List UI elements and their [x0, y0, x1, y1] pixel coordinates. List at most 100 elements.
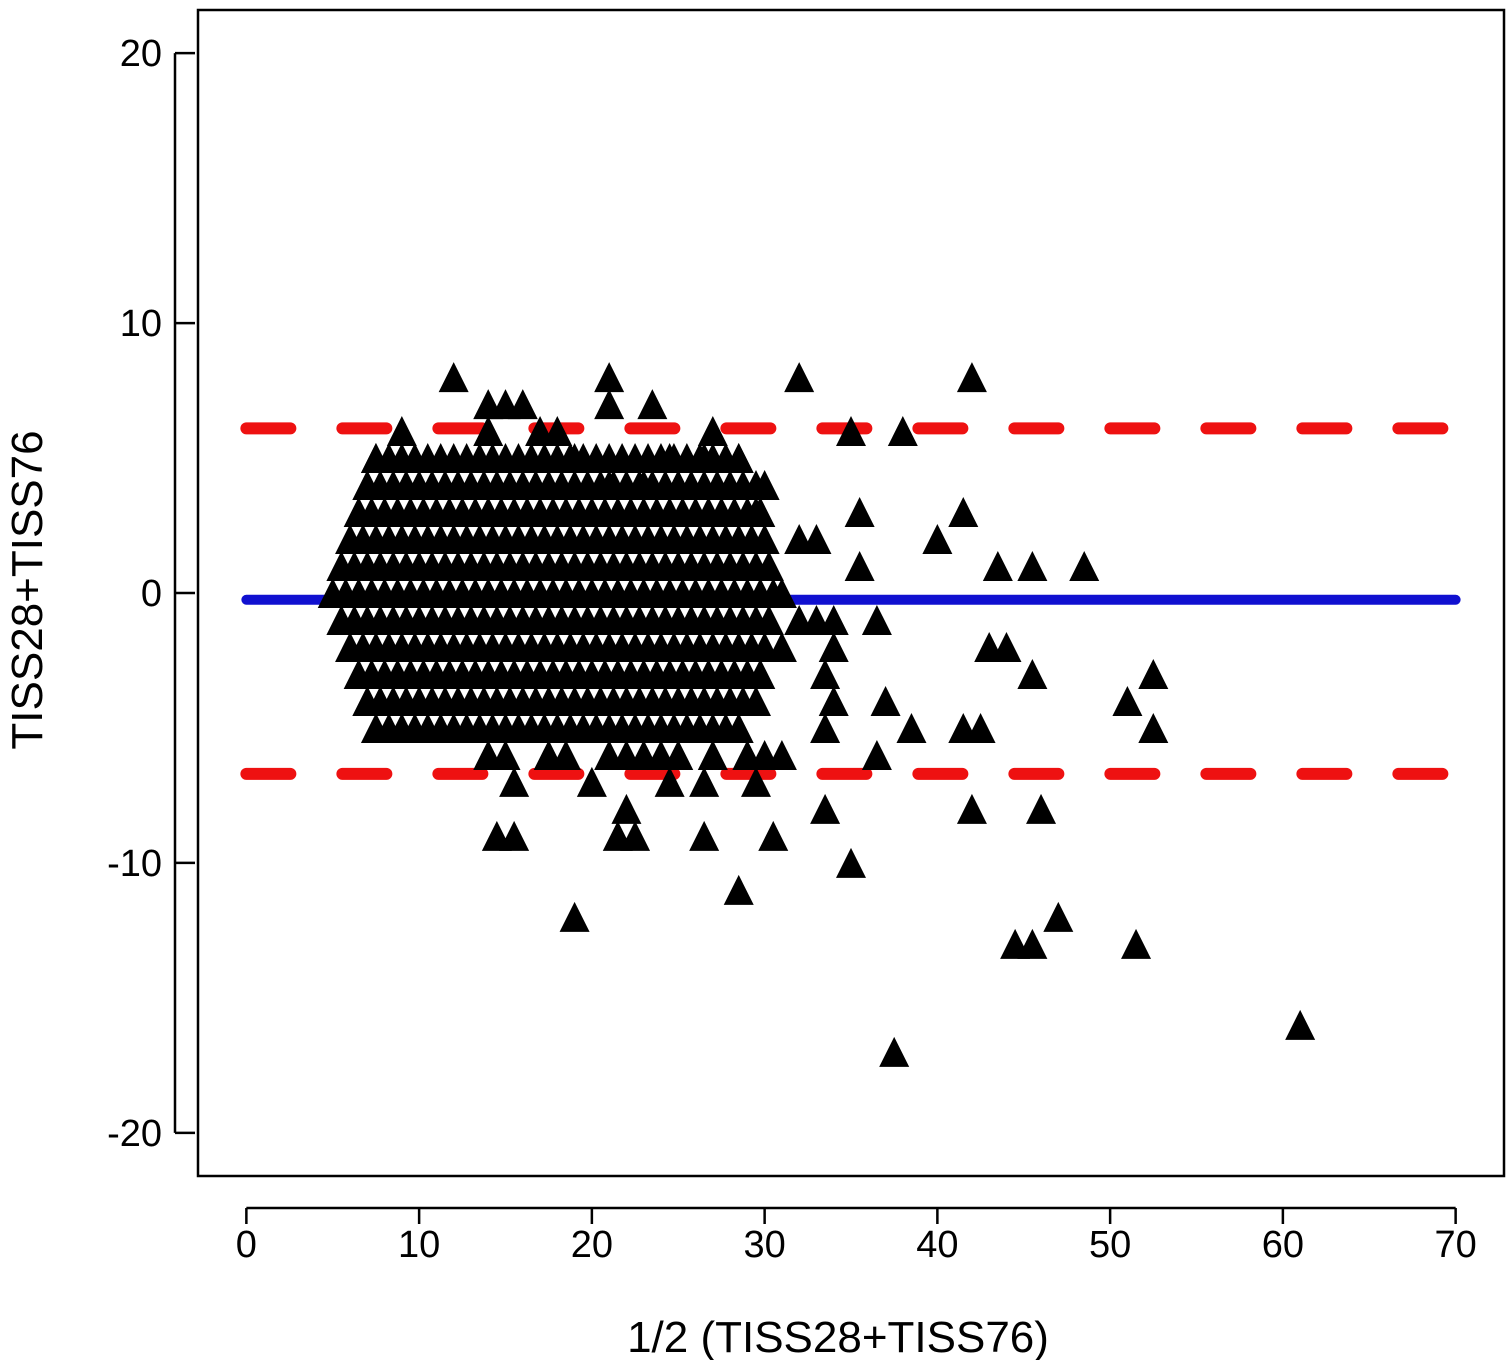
data-point: [879, 1036, 910, 1067]
data-point: [611, 793, 642, 824]
data-point: [1017, 658, 1048, 689]
data-point: [1285, 1009, 1316, 1040]
data-point: [844, 497, 875, 528]
data-point: [490, 739, 521, 770]
data-point: [844, 551, 875, 582]
data-point: [499, 820, 530, 851]
x-axis: 0 10 20 30 40 50 60 70: [236, 1206, 1477, 1266]
data-point: [766, 631, 797, 662]
data-point: [745, 658, 776, 689]
data-point: [1043, 901, 1074, 932]
data-point: [784, 362, 815, 393]
data-point: [740, 766, 771, 797]
data-point: [956, 793, 987, 824]
data-point: [870, 685, 901, 716]
x-tick-label: 0: [236, 1224, 257, 1266]
data-point: [810, 712, 841, 743]
data-point: [723, 874, 754, 905]
data-point: [861, 604, 892, 635]
data-point: [637, 389, 668, 420]
data-point: [628, 470, 659, 501]
data-point: [360, 443, 391, 474]
data-point: [991, 631, 1022, 662]
data-point: [697, 739, 728, 770]
data-point: [594, 470, 625, 501]
data-point: [818, 604, 849, 635]
data-point: [1017, 928, 1048, 959]
data-point: [723, 443, 754, 474]
data-point: [810, 793, 841, 824]
x-tick-label: 60: [1262, 1224, 1304, 1266]
data-point: [753, 551, 784, 582]
y-tick-label: 10: [120, 303, 162, 345]
data-point: [766, 739, 797, 770]
data-point: [1069, 551, 1100, 582]
data-point: [836, 847, 866, 878]
data-point: [948, 497, 979, 528]
data-point: [818, 685, 849, 716]
data-point: [507, 389, 538, 420]
data-point: [620, 820, 651, 851]
data-point: [896, 712, 927, 743]
data-point: [965, 712, 996, 743]
data-point: [594, 389, 625, 420]
data-point: [922, 524, 953, 555]
data-point: [689, 820, 720, 851]
data-point: [1121, 928, 1152, 959]
data-point: [723, 712, 754, 743]
data-point: [550, 739, 581, 770]
data-point: [818, 631, 849, 662]
data-point: [499, 766, 530, 797]
x-axis-title: 1/2 (TISS28+TISS76): [627, 1313, 1049, 1360]
data-point: [810, 658, 841, 689]
data-point: [654, 766, 685, 797]
data-point: [386, 416, 417, 447]
data-point: [836, 416, 866, 447]
data-point: [473, 416, 504, 447]
data-point: [740, 497, 771, 528]
data-point: [982, 551, 1013, 582]
data-point: [749, 470, 780, 501]
y-axis-title: TISS28+TISS76: [3, 430, 52, 749]
data-point: [663, 470, 694, 501]
data-point: [956, 362, 987, 393]
data-point: [654, 443, 685, 474]
data-point: [1112, 685, 1143, 716]
data-point: [438, 362, 469, 393]
data-point: [559, 901, 590, 932]
x-tick-label: 30: [743, 1224, 785, 1266]
x-tick-label: 20: [571, 1224, 613, 1266]
data-point: [1138, 712, 1169, 743]
data-point: [887, 416, 918, 447]
data-point: [766, 578, 797, 608]
y-tick-label: 0: [141, 573, 162, 615]
y-axis: -20 -10 0 10 20: [107, 33, 195, 1155]
data-point: [689, 443, 720, 474]
y-tick-label: -10: [107, 843, 162, 885]
data-point: [594, 362, 625, 393]
x-tick-label: 50: [1089, 1224, 1131, 1266]
data-points: [317, 362, 1316, 1067]
data-point: [749, 524, 780, 555]
data-point: [663, 739, 694, 770]
data-point: [576, 766, 607, 797]
data-point: [542, 416, 573, 447]
data-point: [1026, 793, 1057, 824]
x-tick-label: 40: [916, 1224, 958, 1266]
data-point: [559, 443, 590, 474]
x-tick-label: 10: [398, 1224, 440, 1266]
data-point: [689, 766, 720, 797]
y-tick-label: 20: [120, 33, 162, 75]
data-point: [758, 820, 789, 851]
data-point: [1138, 658, 1169, 689]
data-point: [697, 416, 728, 447]
y-tick-label: -20: [107, 1113, 162, 1155]
data-point: [801, 524, 832, 555]
x-tick-label: 70: [1434, 1224, 1476, 1266]
data-point: [861, 739, 892, 770]
data-point: [753, 604, 784, 635]
data-point: [740, 685, 771, 716]
data-point: [1017, 551, 1048, 582]
plot-frame: [196, 8, 1506, 1178]
